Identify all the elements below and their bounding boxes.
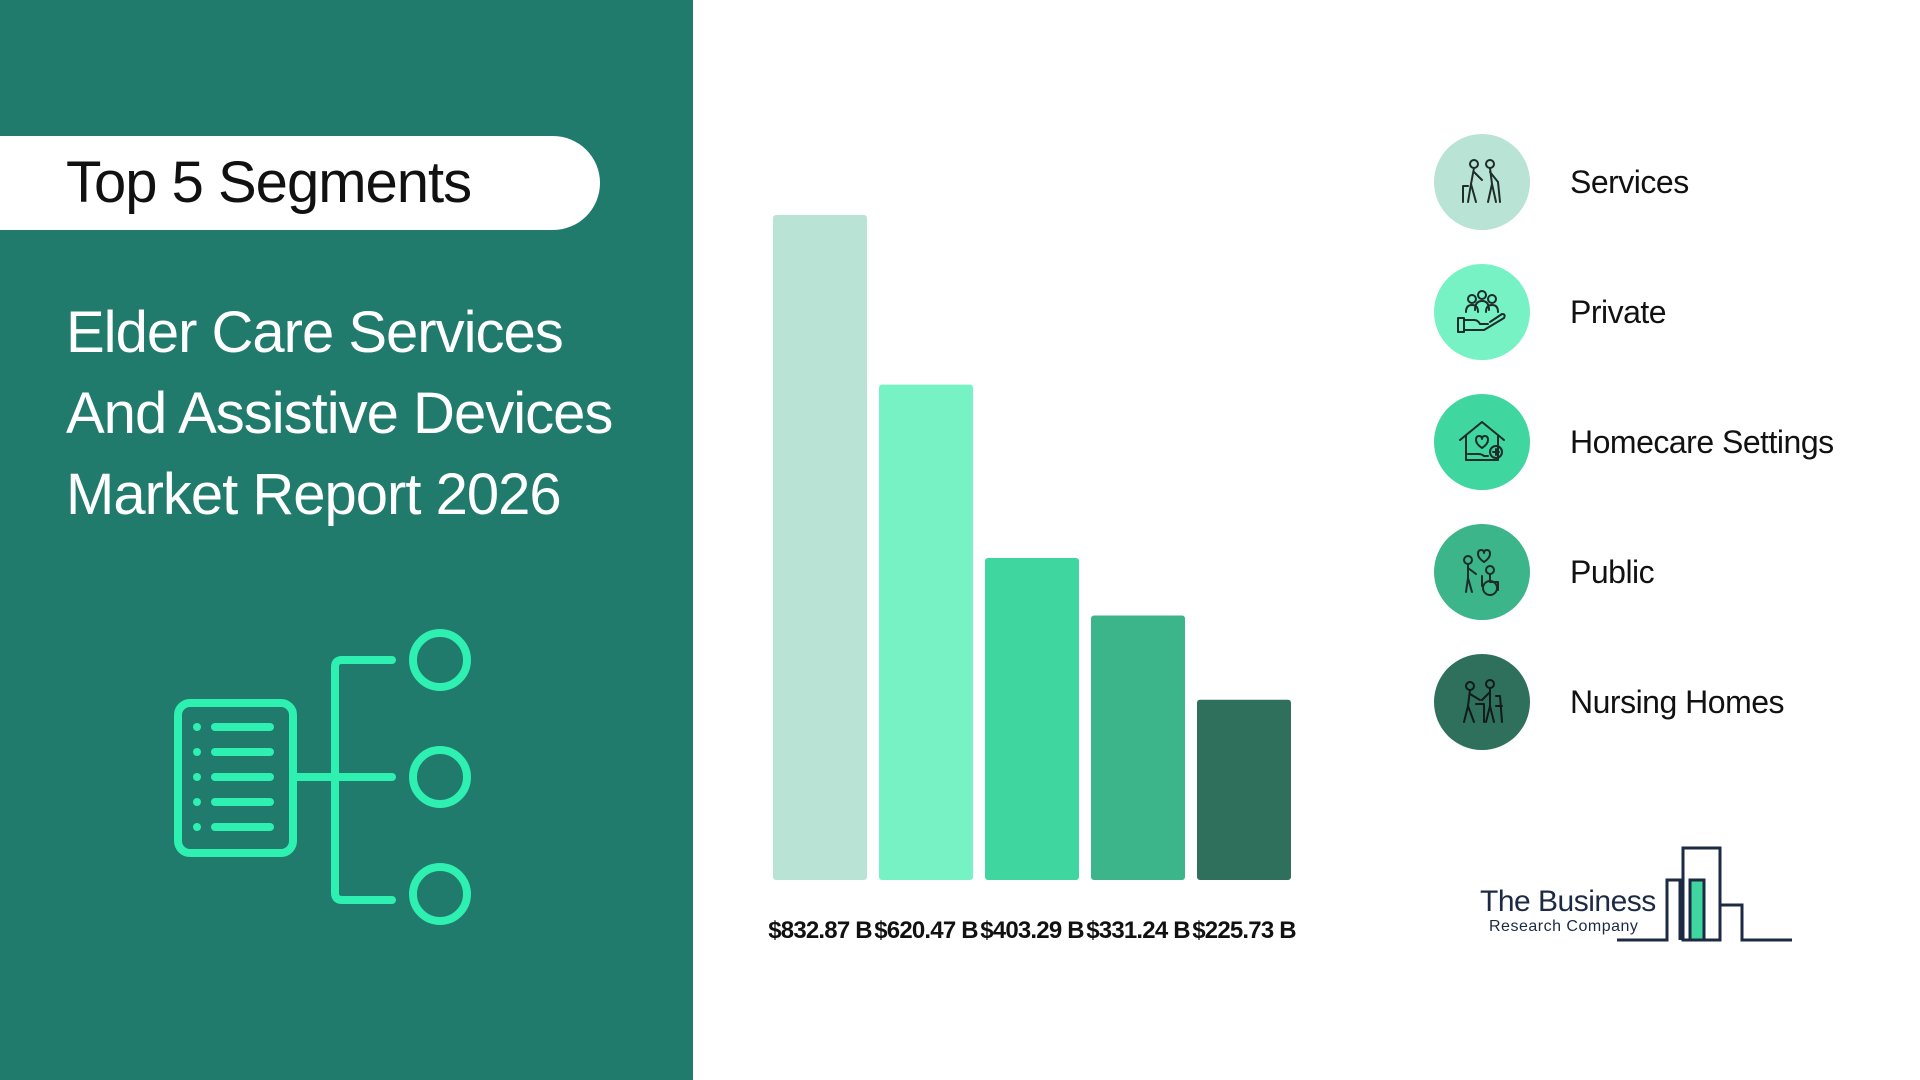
segmentation-tree-icon [170,625,490,945]
bar-value-label: $225.73 B [1192,917,1296,944]
legend-swatch-services [1434,134,1530,230]
left-panel: Top 5 Segments Elder Care Services And A… [0,0,693,1080]
bar-chart: $832.87 B $620.47 B $403.29 B $331.24 B $225… [760,200,1360,960]
hand-holding-people-icon [1457,290,1506,333]
report-title-line-3: Market Report 2026 [66,462,562,527]
legend-label-public: Public [1570,554,1655,590]
wheelchair-care-icon [1463,549,1499,596]
segments-pill [0,136,600,230]
logo-subtitle: Research Company [1489,918,1639,935]
logo-buildings-icon [1617,846,1792,942]
legend-item-services: Services [1434,134,1894,230]
bar-nursing-homes [1197,699,1291,880]
bar-public [1091,615,1185,880]
report-title: Elder Care Services And Assistive Device… [66,292,666,535]
legend-label-homecare: Homecare Settings [1570,424,1834,460]
legend-label-services: Services [1570,164,1689,200]
bar-homecare-settings [985,557,1079,880]
legend-swatch-nursing-homes [1434,654,1530,750]
bar-value-label: $620.47 B [874,917,978,944]
bar-services [773,215,867,880]
report-title-line-2: And Assistive Devices [66,381,613,446]
caregiver-walker-icon [1463,679,1503,723]
company-logo: The Business Research Company [1480,845,1800,945]
legend-label-private: Private [1570,294,1667,330]
legend-swatch-homecare [1434,394,1530,490]
elderly-couple-icon [1462,159,1501,203]
bar-value-label: $331.24 B [1086,917,1190,944]
legend-swatch-public [1434,524,1530,620]
report-title-line-1: Elder Care Services [66,300,564,365]
legend-swatch-private [1434,264,1530,360]
bar-value-label: $832.87 B [768,917,872,944]
home-care-icon [1459,421,1505,461]
bar-private [879,384,973,880]
segments-pill-label: Top 5 Segments [66,150,472,215]
bar-chart-svg: $832.87 B $620.47 B $403.29 B $331.24 B $225… [768,215,1297,944]
legend-item-private: Private [1434,264,1894,360]
legend-item-nursing-homes: Nursing Homes [1434,654,1894,750]
legend-item-homecare: Homecare Settings [1434,394,1894,490]
bar-value-label: $403.29 B [980,917,1084,944]
legend-label-nursing-homes: Nursing Homes [1570,684,1785,720]
legend-item-public: Public [1434,524,1894,620]
logo-name: The Business [1480,885,1656,918]
